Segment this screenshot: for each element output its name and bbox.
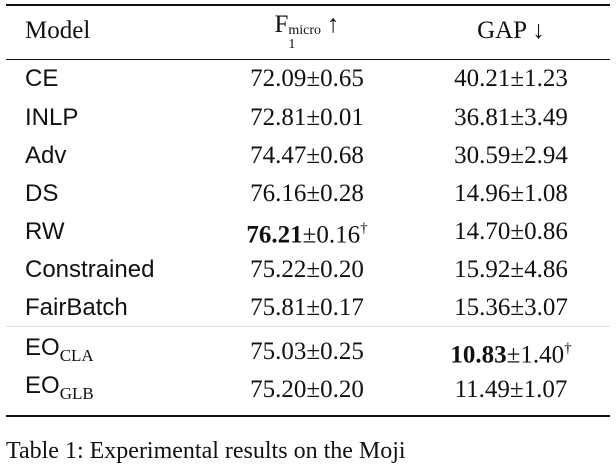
table-cell: 11.49±1.07 <box>454 376 568 403</box>
table-cell: 75.22±0.20 <box>250 256 364 283</box>
table-cell: CE <box>25 65 59 92</box>
table-cell: 76.21±0.16† <box>246 214 367 251</box>
superscript: † <box>360 220 368 237</box>
table-cell: 15.36±3.07 <box>454 294 568 321</box>
table-cell: 40.21±1.23 <box>454 65 568 92</box>
table-cell: Adv <box>25 142 67 169</box>
table-cell: 76.16±0.28 <box>250 180 364 207</box>
header-cell: GAP ↓ <box>477 17 545 44</box>
table-cell: INLP <box>25 104 79 131</box>
bold-value: 76.21 <box>246 221 303 249</box>
table-cell: 72.81±0.01 <box>250 104 364 131</box>
cell-text: F <box>274 11 289 38</box>
cell-text: EO <box>25 372 60 399</box>
arrow: ↑ <box>327 11 340 38</box>
bold-value: 10.83 <box>450 341 507 369</box>
table-cell: DS <box>25 180 59 207</box>
table-cell: 10.83±1.40† <box>450 334 571 371</box>
bottom-rule <box>6 415 610 417</box>
subscript: CLA <box>59 346 94 365</box>
mid-rule <box>6 59 610 60</box>
table-cell: 75.20±0.20 <box>250 376 364 403</box>
cell-text: ±1.40 <box>506 341 565 369</box>
table-cell: 75.03±0.25 <box>250 338 364 365</box>
table-cell: Constrained <box>25 256 155 283</box>
superscript: micro <box>288 23 322 38</box>
subscript: GLB <box>59 384 94 403</box>
table-cell: EOGLB <box>25 371 94 409</box>
cell-text: ±0.16 <box>302 221 361 249</box>
sub-sup: micro 1 <box>288 24 321 52</box>
cell-text: EO <box>25 334 60 361</box>
table-cell: 30.59±2.94 <box>454 142 568 169</box>
header-cell: Model <box>25 17 91 44</box>
table-cell: FairBatch <box>25 294 128 321</box>
table-cell: EOCLA <box>25 333 94 371</box>
superscript: † <box>564 340 572 357</box>
table-cell: 74.47±0.68 <box>250 142 364 169</box>
table-cell: RW <box>25 218 65 245</box>
table-cell: 36.81±3.49 <box>454 104 568 131</box>
top-rule <box>6 4 610 6</box>
table-cell: 75.81±0.17 <box>250 294 364 321</box>
table-cell: 15.92±4.86 <box>454 256 568 283</box>
table-cell: 14.70±0.86 <box>454 218 568 245</box>
subscript: 1 <box>288 37 296 52</box>
table-cell: 72.09±0.65 <box>250 65 364 92</box>
table-cell: 14.96±1.08 <box>454 180 568 207</box>
group-gap <box>6 326 610 327</box>
